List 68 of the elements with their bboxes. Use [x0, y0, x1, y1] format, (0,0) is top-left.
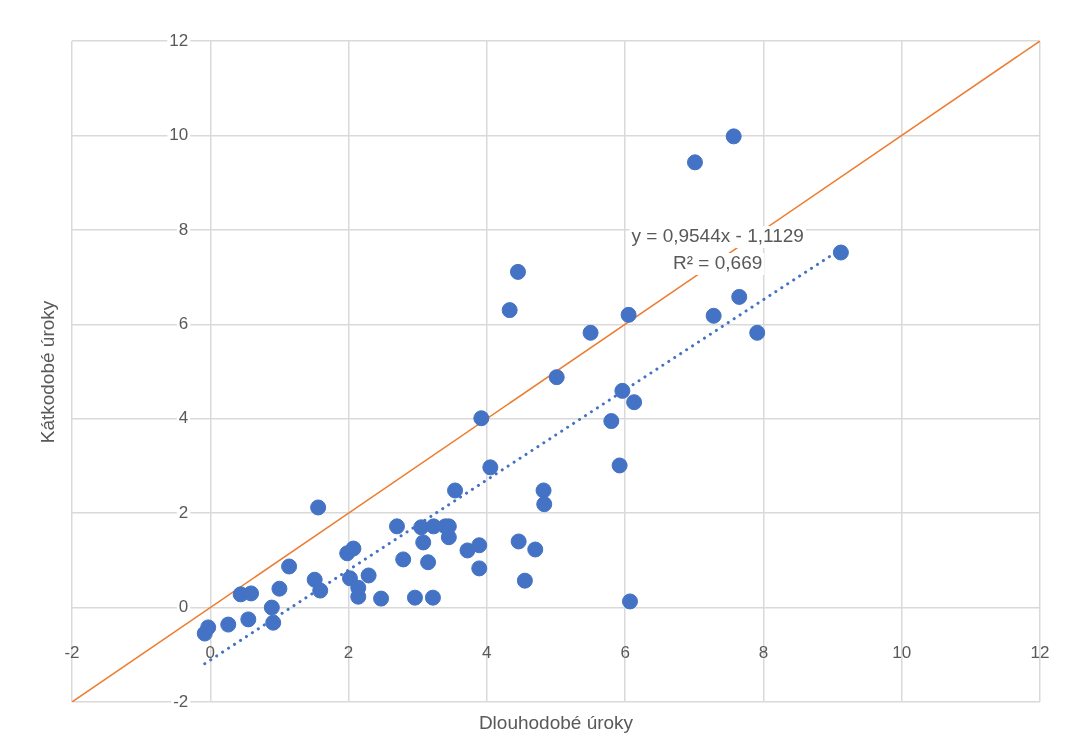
point: [310, 499, 327, 516]
point: [263, 599, 280, 616]
x-tick-label: 12: [1030, 643, 1050, 663]
point: [614, 382, 631, 399]
point: [731, 288, 748, 305]
y-tick-label: 8: [178, 219, 189, 239]
point: [832, 244, 849, 261]
point: [471, 537, 488, 554]
point: [415, 534, 432, 551]
x-tick-label: 2: [343, 643, 354, 663]
point: [516, 572, 533, 589]
point: [341, 570, 358, 587]
point: [621, 593, 638, 610]
point: [510, 533, 527, 550]
point: [373, 590, 390, 607]
point: [265, 614, 282, 631]
x-tick-label: 8: [758, 643, 769, 663]
point: [424, 589, 441, 606]
point: [312, 582, 329, 599]
y-tick-label: 0: [178, 597, 189, 617]
point: [611, 457, 628, 474]
point: [243, 585, 260, 602]
point: [527, 541, 544, 558]
point: [345, 540, 362, 557]
point: [548, 369, 565, 386]
point: [388, 518, 405, 535]
point: [686, 154, 703, 171]
point: [395, 551, 412, 568]
point: [420, 554, 437, 571]
x-axis-title: Dlouhodobé úroky: [477, 712, 635, 734]
annotation: y = 0,9544x - 1,1129: [631, 225, 804, 247]
point: [271, 580, 288, 597]
annotation: R² = 0,669: [673, 252, 763, 274]
point: [471, 560, 488, 577]
y-tick-label: 2: [178, 502, 189, 522]
point: [473, 410, 490, 427]
point: [360, 567, 377, 584]
point: [459, 542, 476, 559]
y-tick-label: 10: [169, 125, 189, 145]
x-tick-label: 6: [620, 643, 630, 663]
point: [501, 302, 518, 319]
point: [281, 558, 298, 575]
x-tick-label: -2: [64, 643, 80, 663]
point: [440, 529, 457, 546]
point: [240, 611, 257, 628]
y-tick-label: -2: [173, 691, 189, 711]
point: [725, 128, 742, 145]
point: [220, 616, 237, 633]
y-tick-label: 6: [178, 313, 189, 333]
point: [705, 307, 722, 324]
point: [749, 324, 766, 341]
y-tick-label: 4: [178, 408, 189, 428]
point: [406, 589, 423, 606]
point: [603, 413, 620, 430]
point: [626, 394, 643, 411]
x-tick-label: 10: [892, 643, 912, 663]
x-tick-label: 4: [482, 643, 492, 663]
point: [620, 306, 637, 323]
point: [447, 482, 464, 499]
point: [582, 324, 599, 341]
x-tick-label: 0: [205, 643, 216, 663]
point: [536, 496, 553, 513]
point: [200, 619, 217, 636]
y-axis-title: Kátkodobé úroky: [37, 300, 59, 444]
point: [509, 263, 526, 280]
y-tick-label: 12: [169, 30, 189, 50]
point: [535, 482, 552, 499]
point: [482, 459, 499, 476]
